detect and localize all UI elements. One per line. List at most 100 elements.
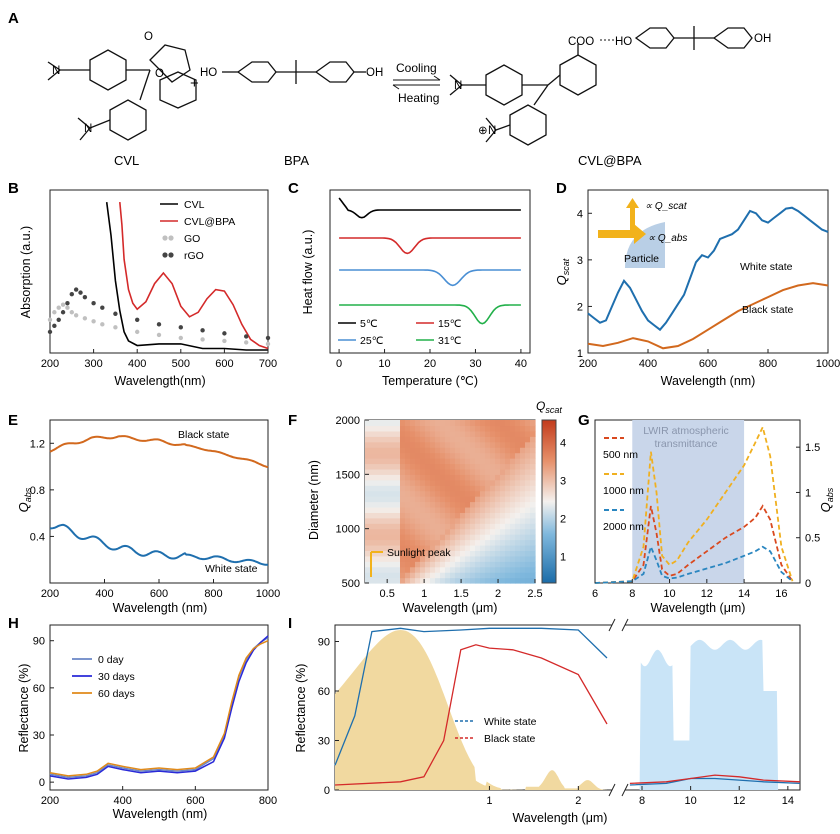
panel-h-ytick-label: 30 — [33, 730, 45, 742]
panel-f-heatmap-cell — [425, 534, 431, 541]
panel-f-heatmap-cell — [510, 566, 516, 573]
panel-f-heatmap-cell — [405, 539, 411, 546]
panel-f-heatmap-cell — [500, 566, 506, 573]
panel-f-heatmap-cell — [410, 544, 416, 551]
panel-f-heatmap-cell — [520, 420, 526, 427]
panel-f-heatmap-cell — [530, 479, 536, 486]
panel-f-heatmap-cell — [430, 539, 436, 546]
panel-f-heatmap-cell — [425, 458, 431, 465]
label-bpa: BPA — [284, 153, 309, 168]
panel-f-heatmap-cell — [465, 490, 471, 497]
panel-f-heatmap-cell — [410, 496, 416, 503]
panel-f-heatmap-cell — [450, 517, 456, 524]
panel-f-heatmap-cell — [490, 512, 496, 519]
panel-f-heatmap-cell — [460, 506, 466, 513]
panel-f-heatmap-cell — [460, 517, 466, 524]
panel-f-heatmap-cell — [450, 523, 456, 530]
panel-f-heatmap-cell — [365, 441, 371, 448]
panel-f-heatmap-cell — [405, 577, 411, 584]
panel-f-heatmap-cell — [390, 566, 396, 573]
panel-f-heatmap-cell — [455, 468, 461, 475]
panel-f-heatmap-cell — [470, 430, 476, 437]
panel-f-heatmap-cell — [480, 485, 486, 492]
panel-f-heatmap-cell — [440, 496, 446, 503]
panel-f-heatmap-cell — [475, 550, 481, 557]
panel-f-heatmap-cell — [495, 555, 501, 562]
panel-f-heatmap-cell — [435, 458, 441, 465]
panel-f-heatmap-cell — [445, 468, 451, 475]
panel-f-heatmap-cell — [485, 458, 491, 465]
panel-f-heatmap-cell — [460, 474, 466, 481]
panel-f-heatmap-cell — [470, 501, 476, 508]
panel-f-heatmap-cell — [395, 463, 401, 470]
panel-f-heatmap-cell — [530, 544, 536, 551]
panel-f-heatmap-cell — [400, 501, 406, 508]
panel-d-xtick-label: 600 — [699, 358, 717, 370]
panel-f-heatmap-cell — [405, 447, 411, 454]
panel-f-heatmap-cell — [480, 501, 486, 508]
panel-f-heatmap-cell — [370, 490, 376, 497]
panel-f-heatmap-cell — [475, 572, 481, 579]
panel-f-heatmap-cell — [445, 485, 451, 492]
panel-f-heatmap-cell — [415, 534, 421, 541]
panel-f-heatmap-cell — [495, 528, 501, 535]
panel-f-heatmap-cell — [495, 485, 501, 492]
panel-f-heatmap-cell — [365, 474, 371, 481]
panel-f-heatmap-cell — [425, 468, 431, 475]
panel-f-heatmap-cell — [530, 452, 536, 459]
panel-f-heatmap-cell — [455, 430, 461, 437]
panel-f-heatmap-cell — [465, 561, 471, 568]
panel-f-heatmap-cell — [530, 555, 536, 562]
panel-f-heatmap-cell — [440, 479, 446, 486]
panel-b-go-marker — [69, 310, 75, 315]
panel-f-heatmap-cell — [405, 534, 411, 541]
panel-f-heatmap-cell — [450, 452, 456, 459]
panel-f-heatmap-cell — [480, 550, 486, 557]
panel-f-heatmap-cell — [505, 539, 511, 546]
panel-f-heatmap-cell — [400, 561, 406, 568]
panel-f-heatmap-cell — [475, 425, 481, 432]
panel-f-heatmap-cell — [475, 490, 481, 497]
panel-f-heatmap-cell — [450, 555, 456, 562]
panel-f-heatmap-cell — [510, 490, 516, 497]
panel-f-heatmap-cell — [455, 463, 461, 470]
panel-b-rgo-marker — [69, 291, 75, 297]
panel-f-heatmap-cell — [415, 425, 421, 432]
panel-f-heatmap-cell — [410, 441, 416, 448]
panel-f-heatmap-cell — [370, 566, 376, 573]
panel-f-heatmap-cell — [445, 577, 451, 584]
panel-f-heatmap-cell — [455, 458, 461, 465]
panel-f-heatmap-cell — [440, 430, 446, 437]
panel-i-xlabel: Wavelength (μm) — [513, 811, 608, 825]
panel-c-xtick-label: 20 — [424, 358, 436, 370]
panel-f-heatmap-cell — [420, 479, 426, 486]
panel-f-heatmap-cell — [515, 452, 521, 459]
panel-f-ylabel: Diameter (nm) — [307, 460, 321, 540]
panel-f-heatmap-cell — [450, 539, 456, 546]
panel-f-heatmap-cell — [475, 447, 481, 454]
panel-f-heatmap-cell — [505, 534, 511, 541]
panel-h-xtick-label: 400 — [113, 795, 131, 807]
panel-c-legend-label: 5℃ — [360, 318, 378, 330]
panel-f-heatmap-cell — [510, 468, 516, 475]
panel-f-heatmap-cell — [430, 550, 436, 557]
panel-f-heatmap-cell — [450, 447, 456, 454]
panel-f-heatmap-cell — [395, 425, 401, 432]
panel-f-heatmap-cell — [415, 544, 421, 551]
panel-f-heatmap-cell — [375, 539, 381, 546]
panel-f-heatmap-cell — [425, 430, 431, 437]
panel-f-heatmap-cell — [365, 550, 371, 557]
panel-f-heatmap-cell — [515, 550, 521, 557]
panel-f-heatmap-cell — [475, 561, 481, 568]
panel-f-heatmap-cell — [505, 447, 511, 454]
panel-f-heatmap-cell — [445, 523, 451, 530]
panel-f-heatmap-cell — [505, 436, 511, 443]
panel-h-ytick-label: 90 — [33, 636, 45, 648]
panel-f-heatmap-cell — [465, 517, 471, 524]
panel-f-heatmap-cell — [425, 441, 431, 448]
panel-f-heatmap-cell — [435, 550, 441, 557]
panel-f-heatmap-cell — [420, 539, 426, 546]
panel-f-heatmap-cell — [530, 468, 536, 475]
panel-f-heatmap-cell — [490, 534, 496, 541]
panel-f-heatmap-cell — [410, 420, 416, 427]
